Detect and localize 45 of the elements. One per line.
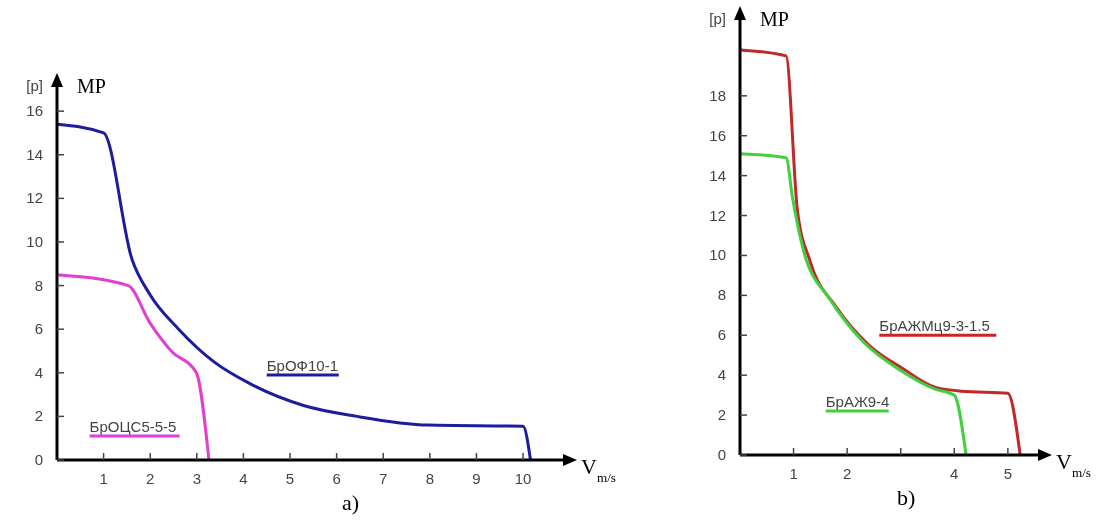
x-tick-label: 9: [472, 470, 481, 487]
y-tick-label: 2: [717, 406, 726, 424]
y-tick-label: 8: [717, 286, 726, 304]
y-tick-label: 10: [26, 232, 43, 250]
x-tick-label: 4: [239, 470, 248, 487]
y-tick-label: 6: [717, 326, 726, 344]
series-label: БрАЖ9-4: [825, 393, 890, 411]
y-tick-label: 14: [26, 145, 43, 163]
x-tick-label: 1: [99, 470, 108, 487]
y-tick-label: 10: [709, 246, 726, 264]
x-tick-label: 2: [146, 470, 155, 487]
y-tick-label: 4: [717, 366, 726, 384]
y-tick-label: 14: [709, 166, 726, 184]
y-tick-label: 12: [709, 206, 726, 224]
x-tick-label: 7: [379, 470, 388, 487]
y-tick-label: 0: [34, 451, 43, 468]
y-tick-label: 2: [34, 407, 43, 425]
series-label: БрОФ10-1: [266, 356, 339, 374]
y-axis-title: [p]: [26, 77, 43, 94]
x-tick-label: 5: [1003, 465, 1013, 482]
y-axis-title: [p]: [709, 10, 726, 27]
y-tick-label: 16: [26, 102, 43, 120]
text: b): [896, 485, 916, 510]
y-tick-label: 4: [34, 363, 43, 381]
series-label: БрОЦС5-5-5: [89, 418, 177, 436]
x-tick-label: 5: [285, 470, 295, 487]
series-label: БрАЖМц9-3-1.5: [879, 317, 990, 335]
y-tick-label: 16: [709, 126, 726, 144]
x-tick-label: 3: [192, 470, 201, 487]
y-tick-label: 18: [709, 86, 726, 104]
y-tick-label: 6: [34, 320, 43, 338]
x-tick-label: 2: [842, 465, 852, 482]
annotation: MP: [760, 8, 789, 30]
y-tick-label: 8: [34, 276, 43, 294]
annotation: MP: [77, 75, 106, 97]
x-tick-label: 4: [950, 465, 959, 482]
x-tick-label: 1: [789, 465, 798, 482]
x-tick-label: 10: [514, 470, 532, 487]
x-tick-label: 8: [425, 470, 435, 487]
y-tick-label: 0: [717, 446, 726, 463]
text: a): [342, 490, 360, 515]
x-axis-title: V$_{m/s}$: [1056, 449, 1091, 480]
x-axis-title: V$_{m/s}$: [581, 454, 616, 485]
y-tick-label: 12: [26, 189, 43, 207]
x-tick-label: 6: [332, 470, 341, 487]
